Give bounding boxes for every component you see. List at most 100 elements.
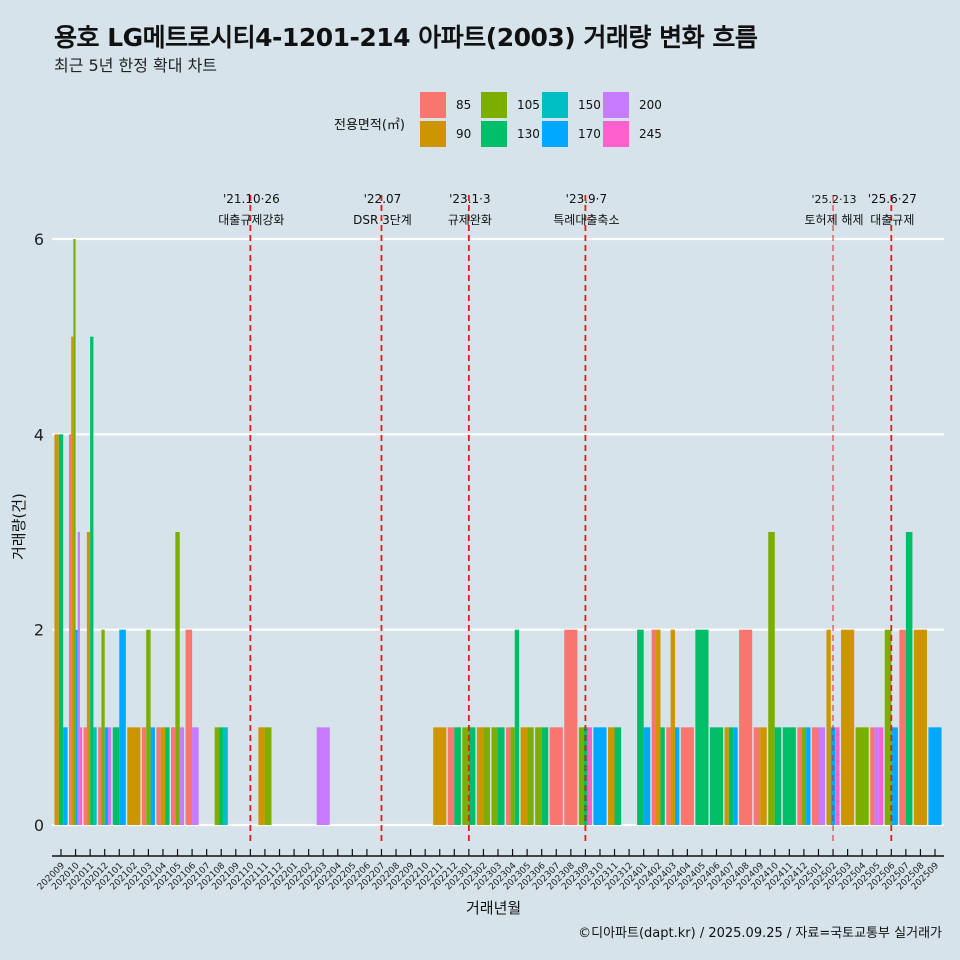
legend-title: 전용면적(㎡) xyxy=(334,118,405,133)
bar-202212-85 xyxy=(447,727,455,825)
bar-202211-90 xyxy=(433,727,447,825)
bar-202403-85 xyxy=(666,727,671,825)
bar-202403-90 xyxy=(670,629,675,825)
bar-202104-85 xyxy=(156,727,161,825)
bar-202011-85 xyxy=(83,727,87,825)
bar-202306-130 xyxy=(541,727,549,825)
legend-label: 130 xyxy=(517,127,540,141)
legend-swatch xyxy=(603,121,629,147)
bar-202412-105 xyxy=(801,727,807,825)
bar-202502-245 xyxy=(835,727,840,825)
bar-202402-85 xyxy=(651,629,657,825)
bar-202505-200 xyxy=(874,727,879,825)
annotation-label: 대출규제 xyxy=(870,213,914,227)
bar-202012-85 xyxy=(98,727,102,825)
bar-202108-130 xyxy=(219,727,224,825)
bar-202412-85 xyxy=(797,727,802,825)
legend-item-150: 150 xyxy=(542,92,601,118)
bar-202308-85 xyxy=(564,629,578,825)
legend-label: 90 xyxy=(456,127,472,141)
bar-202011-90 xyxy=(86,532,91,825)
bar-202306-105 xyxy=(535,727,542,825)
bar-202105-200 xyxy=(179,727,185,825)
bar-202304-85 xyxy=(506,727,511,825)
bar-202412-170 xyxy=(806,727,811,825)
annotation-label: 특례대출축소 xyxy=(553,213,619,227)
bar-202106-200 xyxy=(192,727,199,825)
bar-202509-170 xyxy=(928,727,942,825)
bar-202103-170 xyxy=(150,727,155,825)
bar-202009-170 xyxy=(63,727,68,825)
legend-item-90: 90 xyxy=(420,121,471,147)
bar-202405-130 xyxy=(695,629,709,825)
bar-202309-245 xyxy=(587,727,592,825)
legend-label: 150 xyxy=(578,98,601,112)
bar-202010-200 xyxy=(77,532,80,825)
bar-202010-170 xyxy=(75,629,78,825)
bar-202508-90 xyxy=(913,629,927,825)
legend-swatch xyxy=(603,92,629,118)
bar-202302-90 xyxy=(476,727,484,825)
legend-item-130: 130 xyxy=(481,121,540,147)
bar-202212-130 xyxy=(454,727,461,825)
chart-subtitle: 최근 5년 한정 확대 차트 xyxy=(54,56,218,75)
bar-202011-130 xyxy=(90,336,94,825)
bar-202506-170 xyxy=(891,727,898,825)
annotation-label: DSR 3단계 xyxy=(353,213,412,227)
legend-label: 170 xyxy=(578,127,601,141)
annotation-label: 규제완화 xyxy=(448,213,492,227)
bar-202410-105 xyxy=(768,532,775,825)
bar-202504-105 xyxy=(855,727,869,825)
bar-202012-105 xyxy=(101,629,105,825)
bar-202111-105 xyxy=(264,727,272,825)
legend-swatch xyxy=(420,92,446,118)
bar-202502-90 xyxy=(826,629,831,825)
x-axis-label: 거래년월 xyxy=(466,899,522,917)
annotation-date: '23.1·3 xyxy=(449,192,490,206)
bar-202311-130 xyxy=(614,727,622,825)
bar-202408-85 xyxy=(739,629,753,825)
legend-swatch xyxy=(481,121,507,147)
bar-202009-90 xyxy=(54,434,59,825)
bar-202401-170 xyxy=(643,727,651,825)
legend-item-245: 245 xyxy=(603,121,662,147)
legend-label: 85 xyxy=(456,98,472,112)
bar-202103-105 xyxy=(146,629,151,825)
bar-202406-130 xyxy=(709,727,724,825)
bar-202409-85 xyxy=(753,727,761,825)
bar-202012-170 xyxy=(104,727,108,825)
legend-label: 105 xyxy=(517,98,540,112)
annotation-date: '21.10·26 xyxy=(223,192,280,206)
bar-202404-85 xyxy=(680,727,694,825)
y-tick-label: 4 xyxy=(34,425,44,444)
legend-swatch xyxy=(542,121,568,147)
bar-202105-85 xyxy=(170,727,176,825)
bar-202301-105 xyxy=(462,727,469,825)
bar-202102-90 xyxy=(127,727,141,825)
legend-label: 200 xyxy=(639,98,662,112)
annotation-date: '25.2·13 xyxy=(812,193,857,206)
bar-202407-130 xyxy=(728,727,734,825)
bar-202305-105 xyxy=(527,727,534,825)
bar-202111-90 xyxy=(258,727,265,825)
bar-202103-85 xyxy=(141,727,147,825)
bar-202010-245 xyxy=(79,727,83,825)
bar-202010-105 xyxy=(73,239,76,825)
bar-202410-130 xyxy=(774,727,782,825)
y-tick-label: 0 xyxy=(34,816,44,835)
bar-202012-200 xyxy=(107,727,112,825)
bar-202010-85 xyxy=(69,434,72,825)
legend-swatch xyxy=(420,121,446,147)
bar-202311-90 xyxy=(607,727,615,825)
bar-202411-130 xyxy=(782,727,796,825)
bar-202105-105 xyxy=(175,532,180,825)
bar-202402-130 xyxy=(660,727,665,825)
bar-202203-200 xyxy=(316,727,330,825)
legend-swatch xyxy=(542,92,568,118)
annotation-label: 대출규제강화 xyxy=(218,213,284,227)
caption: ©디아파트(dapt.kr) / 2025.09.25 / 자료=국토교통부 실… xyxy=(578,926,942,941)
annotation-date: '25.6·27 xyxy=(868,192,917,206)
bar-202409-90 xyxy=(760,727,767,825)
bar-202402-90 xyxy=(656,629,661,825)
bar-202101-170 xyxy=(119,629,126,825)
